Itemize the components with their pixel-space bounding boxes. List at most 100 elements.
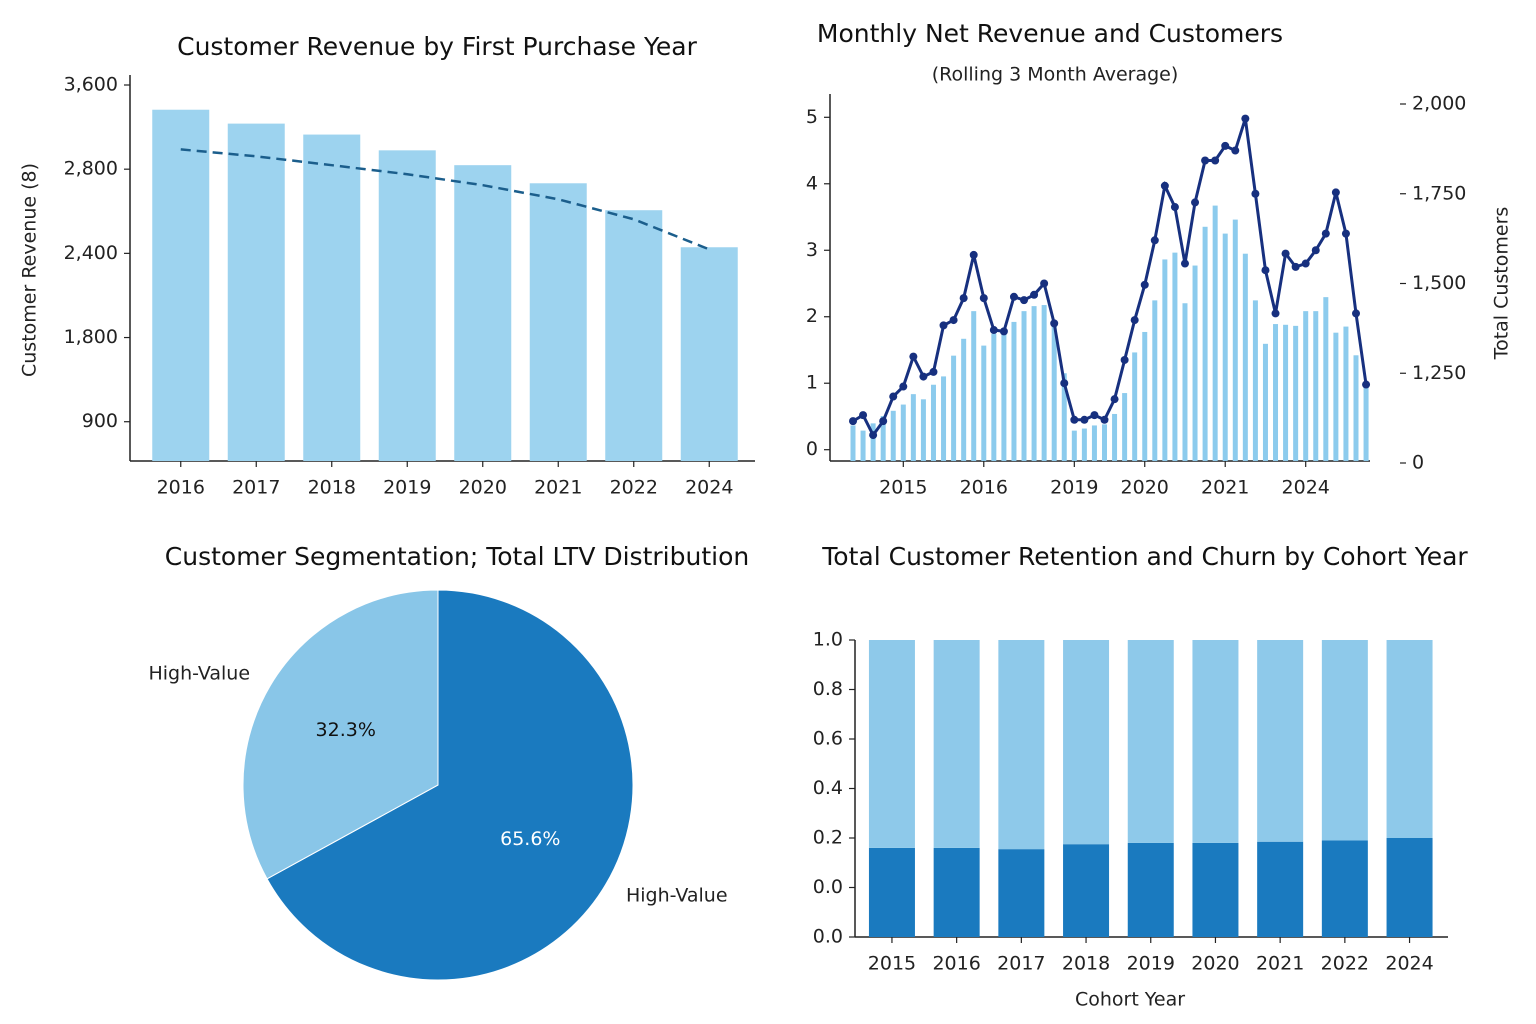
bar — [1021, 311, 1027, 461]
y-tick-label: 4 — [806, 172, 818, 194]
y-tick-label: 1,250 — [1412, 362, 1466, 384]
y-tick-label: 2,400 — [64, 242, 118, 264]
marker — [909, 352, 918, 361]
x-tick-label: 2017 — [997, 953, 1045, 975]
y-tick-label: 0.0 — [813, 876, 843, 898]
bar — [971, 311, 977, 461]
bar — [1102, 424, 1107, 461]
bar — [880, 416, 886, 461]
marker — [1281, 249, 1290, 258]
bar — [1071, 430, 1077, 461]
marker — [1201, 156, 1210, 165]
marker — [1080, 415, 1089, 424]
x-tick-label: 2021 — [1201, 477, 1249, 499]
x-tick-label: 2018 — [1062, 953, 1110, 975]
marker — [1050, 319, 1059, 328]
marker — [1241, 114, 1250, 123]
x-tick-label: 2021 — [534, 477, 582, 499]
bar — [1132, 352, 1138, 461]
marker — [1170, 203, 1179, 212]
bar-segment — [1127, 640, 1174, 843]
bar — [1353, 355, 1359, 461]
bar — [991, 333, 997, 461]
bar — [1252, 300, 1258, 461]
marker — [879, 417, 888, 426]
bar — [529, 183, 587, 461]
bar-segment — [933, 640, 980, 848]
marker — [1160, 181, 1169, 190]
bar — [1172, 252, 1178, 461]
bar — [227, 123, 285, 462]
bar — [1081, 428, 1087, 461]
marker — [969, 250, 978, 259]
x-tick-label: 2022 — [610, 477, 658, 499]
marker — [1009, 292, 1018, 301]
bar-segment — [868, 640, 915, 848]
bar — [1313, 311, 1319, 461]
y-tick-label: 1.0 — [813, 629, 843, 651]
bar — [1162, 259, 1168, 461]
value-label: 65.6% — [500, 828, 560, 850]
bar — [1222, 233, 1228, 461]
y-tick-label: 1 — [806, 372, 818, 394]
marker — [939, 321, 948, 330]
marker — [979, 294, 988, 303]
x-tick-label: 2015 — [879, 477, 927, 499]
x-tick-label: 2019 — [1050, 477, 1098, 499]
marker — [1321, 229, 1330, 238]
bar-segment — [1321, 640, 1368, 841]
chart-title: Customer Revenue by First Purchase Year — [177, 32, 697, 61]
x-tick-label: 2017 — [232, 477, 280, 499]
bar-segment — [1257, 841, 1304, 937]
marker — [929, 367, 938, 376]
bar — [1041, 305, 1047, 461]
bar — [890, 410, 896, 461]
marker — [1150, 236, 1159, 245]
marker — [1301, 259, 1310, 268]
bar — [930, 384, 936, 461]
bar — [1192, 265, 1198, 461]
bar — [680, 247, 738, 461]
chart-title: Monthly Net Revenue and Customers — [817, 19, 1283, 48]
marker — [959, 294, 968, 303]
x-tick-label: 2022 — [1321, 953, 1369, 975]
chart-title: Customer Segmentation; Total LTV Distrib… — [165, 542, 749, 571]
marker — [949, 316, 958, 325]
y-tick-label: 0.8 — [813, 678, 843, 700]
bar — [152, 109, 210, 462]
chart-subtitle: (Rolling 3 Month Average) — [932, 64, 1179, 86]
y-axis-label: Customer Revenue (8) — [19, 163, 41, 377]
y-tick-label: 3,600 — [64, 74, 118, 96]
bar — [1182, 303, 1188, 461]
y-tick-label: 900 — [82, 410, 118, 432]
y-tick-label: 0.2 — [813, 827, 843, 849]
y-tick-label: 2 — [806, 305, 818, 327]
y-tick-label: 1,750 — [1412, 182, 1466, 204]
bar — [920, 399, 926, 461]
x-tick-label: 2020 — [1121, 477, 1169, 499]
bar — [1242, 253, 1248, 461]
marker — [1040, 279, 1049, 288]
x-tick-label: 2016 — [960, 477, 1008, 499]
bar-segment — [933, 847, 980, 937]
marker — [1060, 379, 1069, 388]
marker — [1231, 146, 1240, 155]
marker — [919, 372, 928, 381]
bar — [910, 394, 916, 461]
marker — [989, 326, 998, 335]
bar — [605, 210, 663, 461]
bar — [1323, 297, 1329, 461]
x-tick-label: 2024 — [1385, 953, 1433, 975]
bar — [1001, 328, 1007, 461]
y-tick-label: 0 — [806, 438, 818, 460]
marker — [889, 392, 898, 401]
bar — [1232, 219, 1238, 461]
bar — [1333, 332, 1339, 461]
bar — [951, 355, 957, 461]
bar — [900, 404, 906, 461]
bar-segment — [1192, 640, 1239, 843]
bar-segment — [1321, 840, 1368, 937]
y2-axis-label: Total Customers — [1491, 207, 1513, 361]
marker — [999, 327, 1008, 336]
